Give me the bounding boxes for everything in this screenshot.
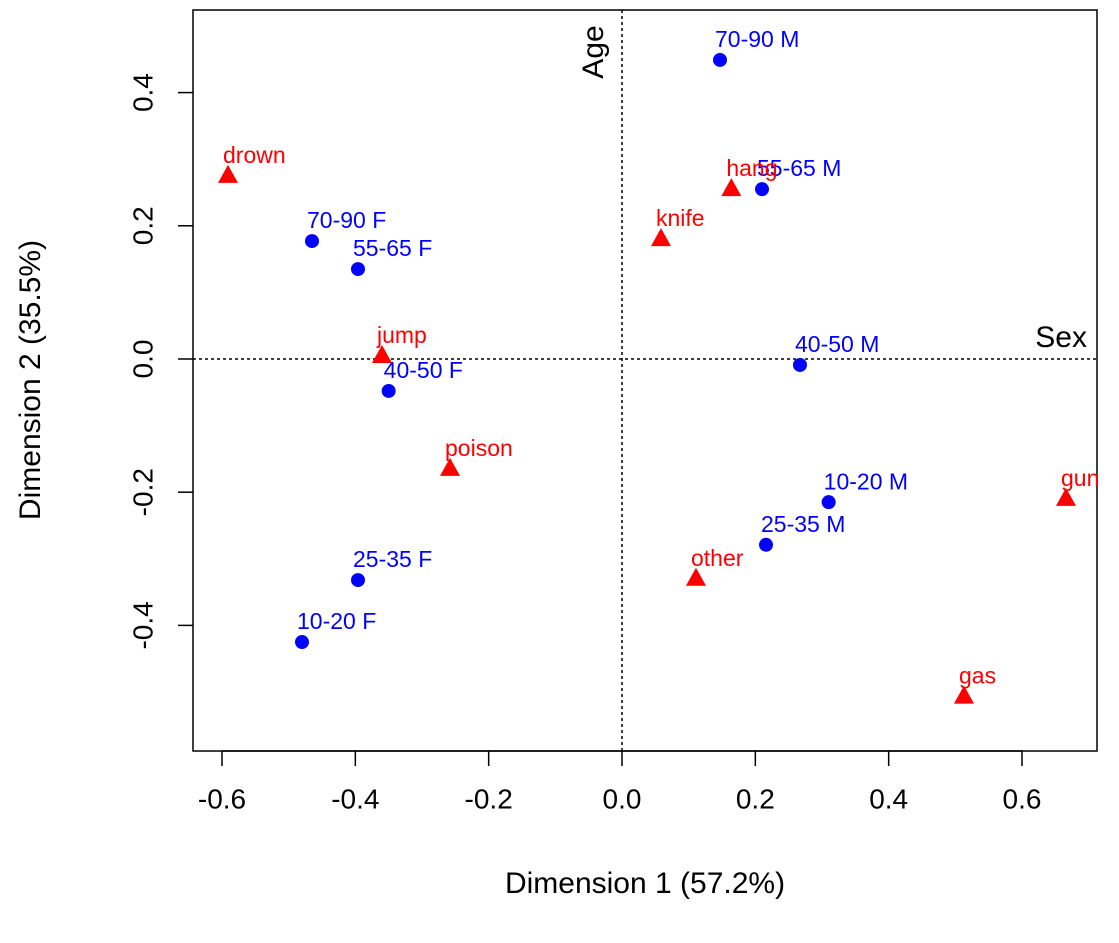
- point: [372, 344, 392, 363]
- point: [1056, 487, 1076, 506]
- point: [721, 178, 742, 197]
- point-label: 10-20 M: [824, 468, 908, 494]
- y-tick-label: -0.2: [127, 468, 158, 516]
- point: [351, 573, 365, 588]
- point: [305, 234, 319, 249]
- point-label: 10-20 F: [297, 608, 376, 634]
- point: [686, 567, 706, 586]
- point: [755, 182, 769, 197]
- x-tick-label: -0.6: [198, 783, 246, 814]
- point: [295, 635, 309, 650]
- point: [218, 164, 238, 183]
- plot-frame: [192, 9, 1098, 752]
- x-tick-label: 0.2: [736, 783, 775, 814]
- x-tick-label: 0.0: [603, 783, 642, 814]
- y-tick-label: 0.4: [127, 73, 158, 112]
- x-tick-label: -0.2: [465, 783, 513, 814]
- y-tick-label: 0.2: [127, 206, 158, 245]
- point: [821, 495, 836, 510]
- point-label: poison: [445, 435, 513, 461]
- x-tick-label: 0.4: [869, 783, 908, 814]
- point-label: 55-65 M: [757, 155, 841, 181]
- point-label: jump: [376, 322, 427, 348]
- point: [351, 262, 365, 277]
- point-label: drown: [223, 142, 286, 168]
- point: [954, 685, 974, 704]
- point: [651, 228, 671, 247]
- point: [713, 52, 727, 67]
- point-label: 70-90 F: [307, 207, 386, 233]
- y-axis-label: Dimension 2 (35.5%): [14, 240, 47, 520]
- x-tick-label: 0.6: [1003, 783, 1042, 814]
- point-label: 40-50 F: [384, 357, 463, 383]
- y-tick-label: -0.4: [127, 601, 158, 649]
- x-axis-label: Dimension 1 (57.2%): [505, 867, 785, 900]
- point-label: 40-50 M: [795, 331, 879, 357]
- point: [381, 383, 396, 398]
- point-label: gun: [1061, 465, 1099, 491]
- point: [793, 357, 807, 372]
- point-label: 25-35 M: [761, 511, 845, 537]
- point-label: gas: [959, 663, 996, 689]
- point: [759, 537, 773, 552]
- point-label: hang: [726, 155, 777, 181]
- annotation: Age: [577, 25, 610, 78]
- point-label: 25-35 F: [353, 546, 432, 572]
- y-tick-label: 0.0: [127, 340, 158, 379]
- point-label: 55-65 F: [353, 235, 432, 261]
- point: [440, 457, 460, 476]
- point-label: other: [691, 545, 744, 571]
- annotation: Sex: [1035, 321, 1087, 354]
- point-label: knife: [656, 205, 705, 231]
- point-label: 70-90 M: [715, 26, 799, 52]
- x-tick-label: -0.4: [331, 783, 379, 814]
